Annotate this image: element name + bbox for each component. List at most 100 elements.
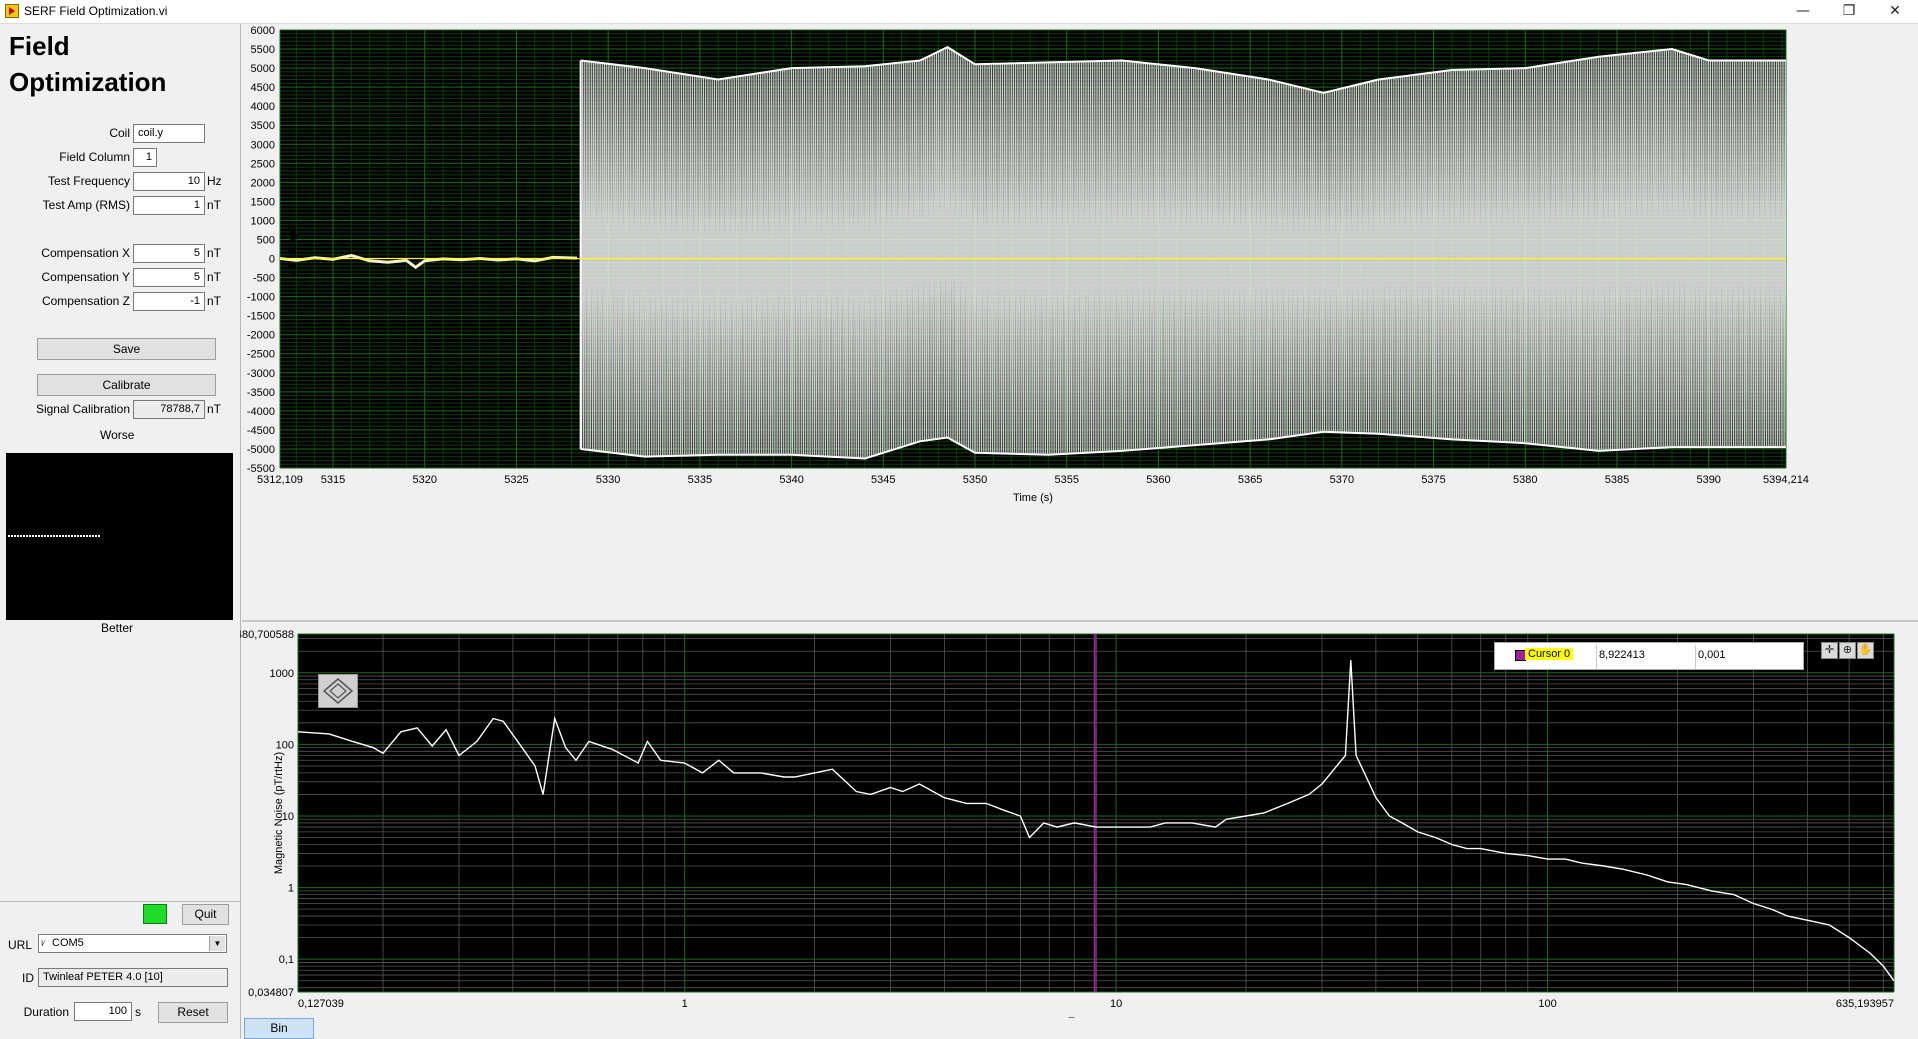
y-tick-label: -1500	[247, 311, 275, 323]
y-tick-label: 3000	[251, 139, 275, 151]
tab-bin[interactable]: Bin	[244, 1018, 314, 1039]
quit-button[interactable]: Quit	[182, 904, 229, 925]
calibrate-button[interactable]: Calibrate	[37, 374, 216, 396]
duration-input[interactable]: 100	[74, 1002, 132, 1021]
x-tick-label: 5312,109	[257, 474, 303, 486]
y-tick-label: 4500	[251, 82, 275, 94]
cursor-name[interactable]: Cursor 0	[1525, 648, 1574, 660]
url-label: URL	[8, 938, 33, 952]
test-amp-unit: nT	[207, 198, 222, 212]
compensation-y-input[interactable]: 5	[133, 268, 205, 287]
series-group	[280, 45, 1786, 460]
y-tick-label: 1000	[270, 668, 294, 680]
x-tick-label: 5330	[596, 474, 620, 486]
x-tick-label: 5360	[1146, 474, 1170, 486]
x-axis-label: Time (s)	[1013, 492, 1053, 504]
compensation-x-label: Compensation X	[41, 246, 130, 260]
x-tick-label: 5355	[1054, 474, 1078, 486]
x-tick-label: 10	[1110, 998, 1122, 1010]
chevron-down-icon[interactable]: ▼	[209, 936, 225, 951]
signal-calibration-indicator: 78788,7	[133, 400, 205, 419]
zoom-tool-icon[interactable]: ⊕	[1839, 642, 1856, 659]
restore-button[interactable]: ❐	[1842, 3, 1856, 19]
coil-label: Coil	[109, 126, 130, 140]
cursor-y-value: 0,001	[1698, 649, 1726, 661]
x-tick-label: 5350	[963, 474, 987, 486]
cursor-move-tool-icon[interactable]: ✛	[1821, 642, 1838, 659]
x-tick-label: 100	[1538, 998, 1556, 1010]
compensation-z-label: Compensation Z	[41, 294, 130, 308]
graph-divider	[242, 620, 1918, 622]
meter-better-label: Better	[101, 621, 134, 635]
x-tick-label: 5394,214	[1763, 474, 1809, 486]
series-group	[298, 634, 1894, 992]
compensation-z-input[interactable]: -1	[133, 292, 205, 311]
y-tick-label: 0	[269, 254, 275, 266]
y-tick-label: -2500	[247, 349, 275, 361]
y-tick-label: -3500	[247, 387, 275, 399]
status-led	[143, 904, 167, 924]
close-button[interactable]: ✕	[1889, 3, 1901, 19]
window-title: SERF Field Optimization.vi	[24, 4, 168, 18]
y-tick-label: 10	[282, 811, 294, 823]
noise-spectrum-graph[interactable]: 0,127039 1 10 100 635,193957 3480,700588 1000 1…	[240, 622, 1918, 1018]
y-tick-label: 5500	[251, 44, 275, 56]
x-tick-label: 5370	[1330, 474, 1354, 486]
pan-hand-tool-icon[interactable]: ✋	[1857, 642, 1874, 659]
y-tick-label: 6000	[251, 25, 275, 37]
window-titlebar: SERF Field Optimization.vi — ❐ ✕	[0, 0, 1918, 24]
device-id-indicator: Twinleaf PETER 4.0 [10]	[38, 968, 228, 987]
lower-envelope-line	[580, 430, 1786, 460]
compensation-y-unit: nT	[207, 270, 222, 284]
y-tick-label: -5000	[247, 444, 275, 456]
duration-label: Duration	[23, 1005, 69, 1019]
test-amp-label: Test Amp (RMS)	[42, 198, 130, 212]
y-tick-label: 1	[288, 883, 294, 895]
legend-separator	[1695, 645, 1696, 669]
compensation-x-input[interactable]: 5	[133, 244, 205, 263]
reset-button[interactable]: Reset	[158, 1002, 228, 1023]
x-tick-label: 5340	[779, 474, 803, 486]
test-amp-input[interactable]: 1	[133, 196, 205, 215]
field-column-label: Field Column	[59, 150, 130, 164]
x-tick-label: 5380	[1513, 474, 1537, 486]
x-tick-label: 635,193957	[1836, 998, 1894, 1010]
field-column-input[interactable]: 1	[133, 148, 157, 167]
minimize-button[interactable]: —	[1796, 3, 1810, 19]
x-tick-label: 5335	[688, 474, 712, 486]
x-tick-label: 0,127039	[298, 998, 344, 1010]
x-tick-label: 1	[682, 998, 688, 1010]
heading-line-1: Field	[9, 31, 70, 61]
time-field-graph[interactable]: 6000550050004500400035003000250020001500…	[240, 24, 1918, 620]
y-tick-label: 500	[257, 234, 275, 246]
legend-separator	[1596, 645, 1597, 669]
test-frequency-input[interactable]: 10	[133, 172, 205, 191]
compensation-x-unit: nT	[207, 246, 222, 260]
x-tick-label: 5385	[1605, 474, 1629, 486]
compensation-y-label: Compensation Y	[41, 270, 131, 284]
y-tick-label: 0,1	[279, 954, 294, 966]
coil-input[interactable]: coil.y	[133, 124, 205, 143]
control-panel: Field Optimization Coil coil.y Field Col…	[0, 24, 241, 1039]
y-axis-label: Magnetic Noise (pT/rtHz)	[273, 752, 285, 874]
upper-envelope-line	[580, 45, 1786, 94]
x-tick-label: 5320	[412, 474, 436, 486]
cursor-navigation-icon[interactable]	[318, 674, 358, 708]
labview-vi-icon	[5, 4, 19, 18]
test-frequency-unit: Hz	[207, 174, 222, 188]
url-combo[interactable]: I⁄ COM5 ▼	[38, 934, 227, 953]
device-id-label: ID	[22, 971, 34, 985]
y-tick-label: 3500	[251, 120, 275, 132]
y-tick-label: 4000	[251, 101, 275, 113]
y-tick-label: 100	[276, 739, 294, 751]
y-tick-label: 3480,700588	[240, 629, 294, 641]
cursor-legend[interactable]: Cursor 0 8,922413 0,001	[1494, 642, 1804, 670]
y-tick-label: -500	[253, 273, 275, 285]
save-button[interactable]: Save	[37, 338, 216, 360]
y-tick-label: -1000	[247, 292, 275, 304]
duration-unit: s	[135, 1005, 141, 1019]
cursor-x-value: 8,922413	[1599, 649, 1645, 661]
y-tick-label: 0,034807	[248, 987, 294, 999]
x-tick-label: 5365	[1238, 474, 1262, 486]
y-tick-label: 1000	[251, 215, 275, 227]
